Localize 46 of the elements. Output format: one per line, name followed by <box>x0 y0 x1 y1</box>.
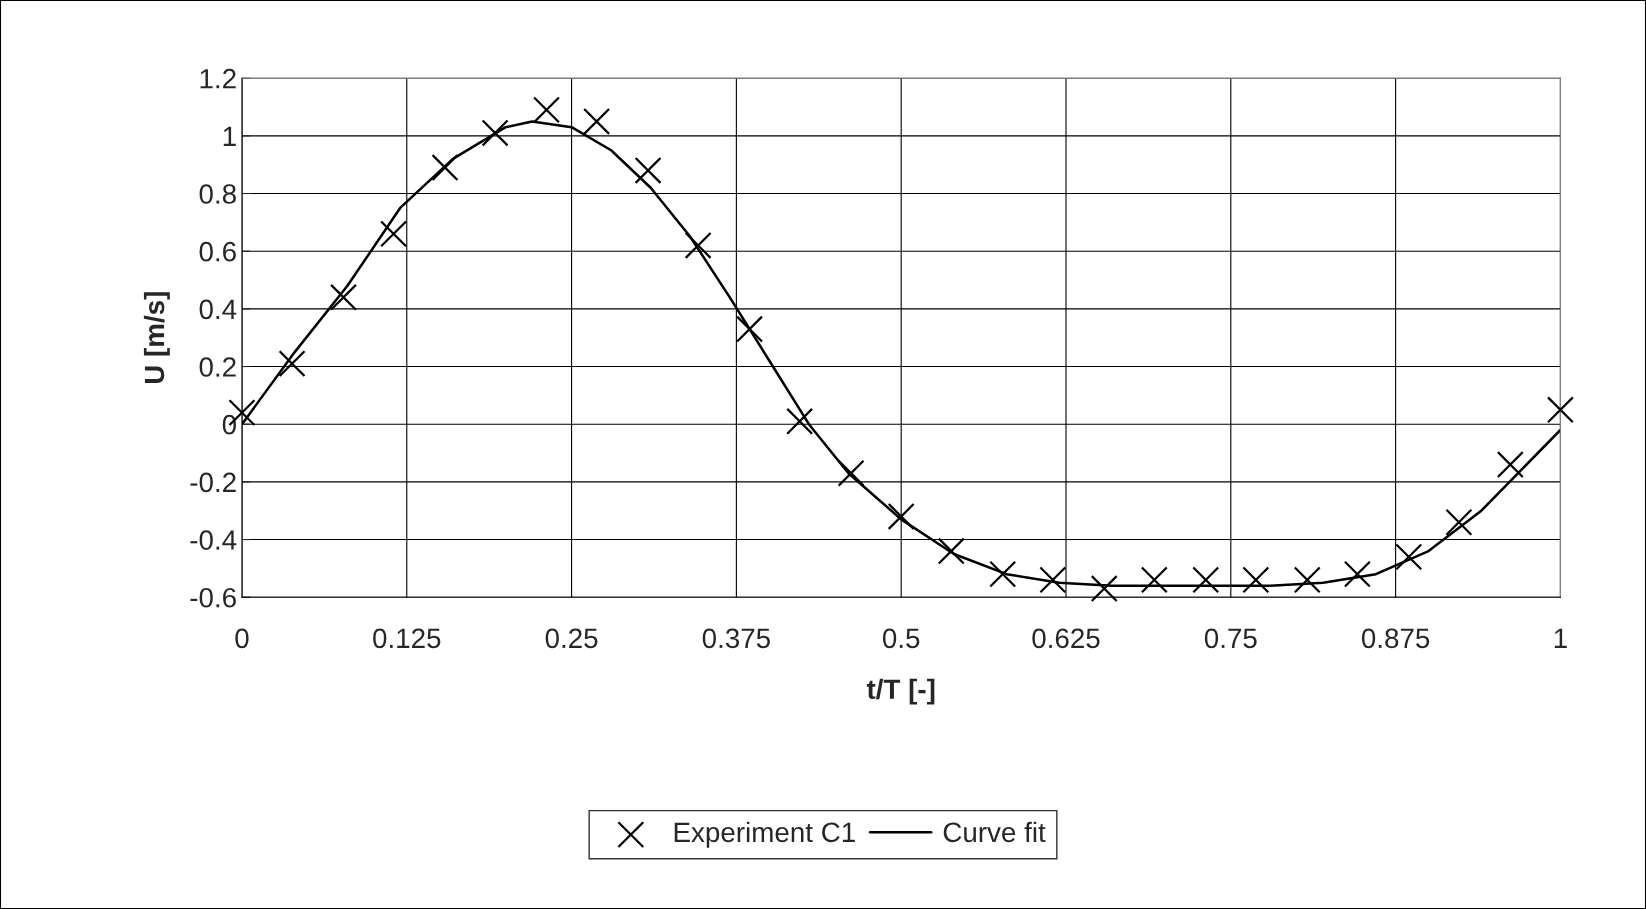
point <box>1496 451 1524 479</box>
y-tick-label: 0.4 <box>199 299 237 320</box>
legend-label: Experiment C1 <box>674 821 855 848</box>
point <box>1546 396 1574 424</box>
x-axis-title: t/T [-] <box>866 678 935 705</box>
legend-label: Curve fit <box>943 821 1046 843</box>
x-tick-label: 0.25 <box>545 628 598 649</box>
point <box>583 107 611 135</box>
point <box>634 156 662 184</box>
x-tick-label: 0.125 <box>373 628 441 649</box>
y-tick-label: 0.6 <box>199 241 236 262</box>
y-tick-label: 1 <box>223 126 236 146</box>
x-tick-label: 1 <box>1554 628 1567 648</box>
y-tick-label: 1.2 <box>200 68 236 89</box>
point <box>1090 575 1118 603</box>
point <box>532 96 561 124</box>
y-tick-label: 0.2 <box>199 357 236 377</box>
x-tick-label: 0.625 <box>1032 628 1100 649</box>
y-tick-label: -0.6 <box>190 587 236 608</box>
point <box>1293 566 1321 594</box>
point <box>684 231 712 259</box>
point <box>1445 508 1473 536</box>
point <box>278 350 306 378</box>
point <box>481 119 509 147</box>
point <box>1395 543 1423 571</box>
y-tick-label: 0 <box>222 414 237 435</box>
point <box>887 502 915 531</box>
y-tick-label: -0.2 <box>190 472 236 493</box>
point <box>1039 566 1067 594</box>
point <box>1192 566 1220 594</box>
x-tick-label: 0.75 <box>1204 628 1257 649</box>
x-tick-label: 0.5 <box>882 628 920 649</box>
point <box>1343 560 1371 588</box>
x-tick-label: 0.875 <box>1361 628 1430 649</box>
y-tick-label: 0.8 <box>199 184 236 204</box>
y-axis-title: U [m/s] <box>143 292 170 384</box>
point <box>937 537 965 565</box>
point <box>1140 566 1168 594</box>
point <box>786 407 814 435</box>
point <box>431 154 459 182</box>
point <box>329 283 358 311</box>
point <box>736 315 764 343</box>
x-tick-label: 0.375 <box>702 628 770 649</box>
y-tick-label: -0.4 <box>190 530 237 550</box>
point <box>380 220 408 248</box>
point <box>1242 566 1270 594</box>
